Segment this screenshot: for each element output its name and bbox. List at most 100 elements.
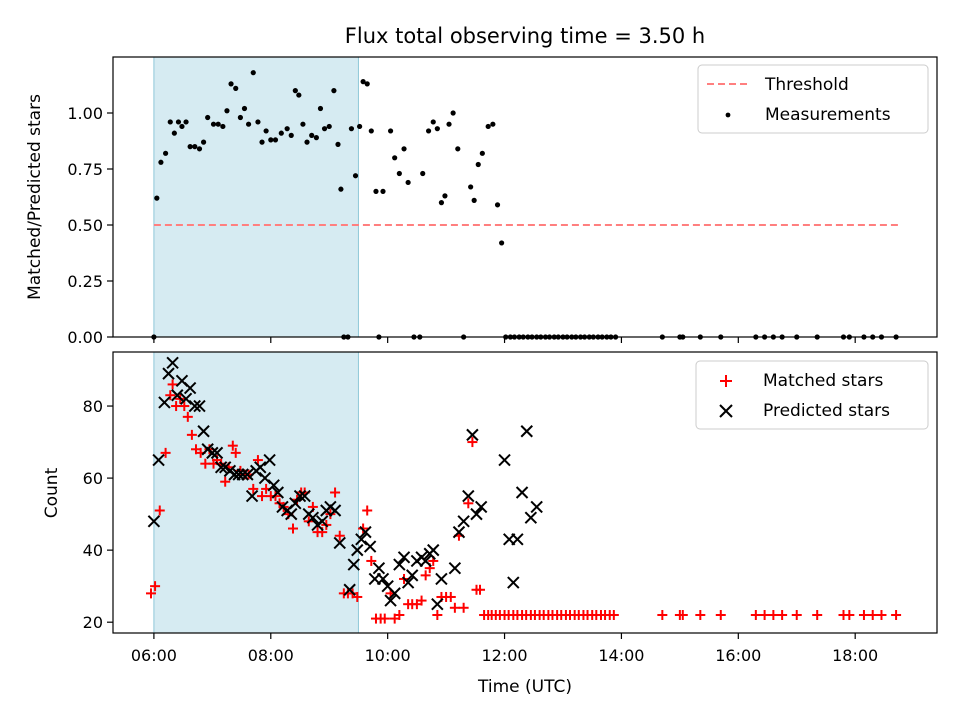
measurement-point (288, 132, 294, 138)
predicted-star-point (457, 515, 470, 528)
predicted-star-point (328, 504, 342, 517)
measurement-point (442, 193, 448, 199)
top-y-tick-label: 0.25 (67, 272, 103, 291)
measurement-point (313, 135, 319, 141)
measurement-point (309, 132, 315, 138)
predicted-star-point (347, 558, 360, 571)
legend-matched-swatch (720, 375, 732, 387)
predicted-star-point (263, 453, 276, 467)
matched-star-point (432, 609, 443, 620)
matched-star-point (248, 483, 259, 494)
measurement-point (326, 123, 332, 130)
top-y-tick-label: 1.00 (67, 104, 103, 123)
measurement-point (434, 126, 440, 132)
measurement-point (284, 126, 290, 132)
measurement-point (357, 123, 363, 130)
matched-star-point (334, 530, 345, 541)
predicted-star-point (158, 396, 171, 409)
predicted-star-point (306, 511, 320, 524)
measurement-point (317, 105, 324, 112)
measurement-point (187, 144, 193, 150)
measurement-point (396, 170, 402, 177)
measurement-point (268, 137, 274, 143)
predicted-star-point (524, 511, 538, 524)
measurement-point (368, 128, 374, 134)
top-marks (151, 70, 900, 340)
matched-star-point (458, 602, 469, 613)
measurement-point (450, 110, 456, 116)
measurement-point (241, 105, 248, 112)
measurement-point (210, 121, 217, 127)
x-tick-label: 14:00 (598, 646, 644, 665)
measurement-point (455, 146, 461, 152)
predicted-star-point (359, 525, 372, 539)
measurement-point (387, 128, 394, 134)
predicted-star-point (245, 489, 259, 503)
matched-star-point (160, 447, 171, 458)
bottom-x-ticks: 06:00 08:00 10:00 12:00 14:00 16:00 18:00 (131, 633, 878, 665)
matched-star-point (362, 505, 373, 516)
predicted-star-point (267, 479, 280, 492)
predicted-star-point (333, 536, 346, 550)
matched-star-point (858, 609, 869, 620)
measurement-point (154, 195, 160, 201)
predicted-star-point (316, 515, 329, 528)
top-legend: Threshold Measurements (697, 64, 929, 134)
measurement-point (485, 123, 491, 130)
measurement-point (420, 170, 426, 177)
matched-star-point (891, 609, 902, 620)
measurement-point (263, 128, 269, 134)
measurement-point (200, 139, 207, 145)
measurement-point (237, 114, 243, 121)
matched-star-point (420, 570, 431, 581)
measurement-point (215, 121, 221, 127)
matched-star-point (227, 440, 238, 451)
predicted-star-point (474, 500, 488, 514)
matched-star-point (416, 595, 427, 606)
bottom-axes-frame (112, 351, 938, 634)
top-y-axis-label: Matched/Predicted stars (25, 94, 45, 300)
measurement-point (220, 123, 226, 130)
matched-star-point (165, 390, 176, 401)
predicted-star-point (197, 425, 210, 438)
matched-star-point (394, 609, 405, 620)
measurement-point (233, 85, 239, 91)
bottom-y-tick-label: 80 (83, 397, 103, 416)
measurement-point (278, 130, 284, 136)
measurement-point (228, 81, 234, 87)
measurement-point (300, 121, 306, 127)
predicted-star-point (393, 558, 406, 571)
matched-star-point (608, 609, 619, 620)
measurement-point (192, 144, 198, 150)
predicted-star-point (171, 389, 184, 402)
predicted-star-point (397, 551, 411, 564)
predicted-star-point (515, 486, 529, 499)
matched-star-point (759, 609, 770, 620)
measurement-point (475, 161, 481, 168)
measurement-point (468, 184, 474, 190)
measurement-point (304, 139, 310, 145)
predicted-star-point (452, 525, 466, 539)
predicted-star-point (166, 356, 179, 370)
predicted-star-point (406, 569, 419, 582)
top-panel: 0.00 0.25 0.50 0.75 1.00 Matched/Predicted s… (25, 56, 938, 347)
measurement-point (401, 146, 407, 152)
predicted-star-point (258, 471, 272, 485)
predicted-star-point (241, 468, 254, 481)
measurement-point (205, 114, 211, 121)
predicted-star-point (520, 425, 533, 438)
matched-star-point (182, 411, 193, 422)
predicted-star-point (193, 399, 206, 413)
bottom-marks (145, 356, 902, 624)
matched-star-point (366, 555, 377, 566)
predicted-star-point (183, 381, 197, 395)
measurement-point (364, 81, 370, 87)
measurement-point (352, 173, 359, 179)
matched-star-point (186, 429, 197, 440)
bottom-y-tick-label: 60 (83, 469, 103, 488)
measurement-point (360, 79, 366, 85)
predicted-star-point (376, 572, 390, 586)
measurement-point (321, 126, 328, 132)
matched-star-point (475, 584, 486, 595)
measurement-point (335, 141, 341, 147)
